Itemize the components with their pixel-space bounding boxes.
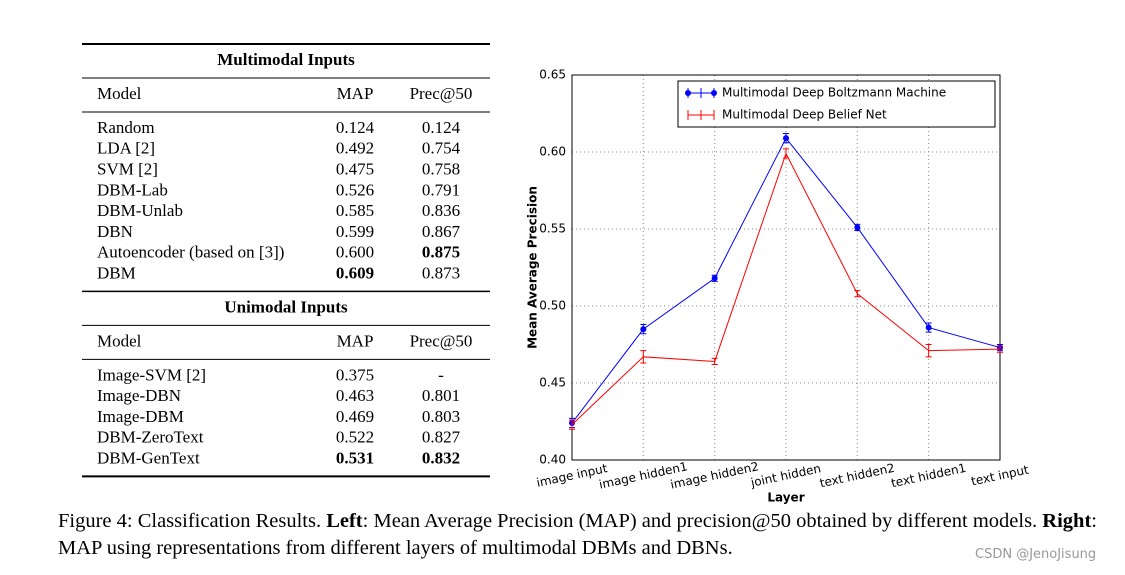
y-tick-label: 0.65 bbox=[539, 68, 566, 82]
y-axis-label: Mean Average Precision bbox=[526, 186, 540, 349]
table-cell: 0.492 bbox=[336, 139, 374, 158]
table-cell: DBN bbox=[97, 222, 133, 241]
table-cell: 0.585 bbox=[336, 201, 374, 220]
table-cell: - bbox=[438, 365, 444, 384]
table-cell: 0.463 bbox=[336, 386, 374, 405]
column-header: Model bbox=[97, 84, 142, 103]
legend-label: Multimodal Deep Belief Net bbox=[722, 108, 887, 122]
table-cell: DBM-GenText bbox=[97, 449, 200, 468]
table-cell: DBM-ZeroText bbox=[97, 428, 204, 447]
series-line bbox=[571, 137, 1001, 424]
legend-label: Multimodal Deep Boltzmann Machine bbox=[722, 86, 946, 100]
point bbox=[640, 326, 647, 333]
point bbox=[711, 275, 718, 282]
error-bar bbox=[997, 345, 1003, 353]
point bbox=[783, 135, 789, 142]
section-title: Unimodal Inputs bbox=[224, 297, 348, 316]
table-cell: 0.875 bbox=[422, 243, 460, 262]
table-cell: SVM [2] bbox=[97, 160, 158, 179]
legend-box bbox=[677, 80, 996, 128]
error-bar bbox=[854, 290, 861, 298]
watermark: CSDN @JenoJisung bbox=[975, 547, 1097, 562]
table-cell: 0.600 bbox=[336, 243, 374, 262]
x-tick-label: text hidden1 bbox=[890, 461, 968, 491]
x-tick-label: text input bbox=[970, 463, 1030, 489]
table-cell: 0.375 bbox=[336, 365, 374, 384]
table-cell: 0.469 bbox=[336, 407, 374, 426]
caption: Figure 4: Classification Results. Left: … bbox=[58, 508, 1098, 562]
legend-marker bbox=[711, 90, 717, 96]
table-cell: 0.803 bbox=[422, 407, 460, 426]
column-header: Prec@50 bbox=[410, 331, 473, 350]
column-header: MAP bbox=[337, 331, 374, 350]
point bbox=[854, 224, 861, 231]
table-cell: 0.827 bbox=[422, 428, 461, 447]
table-cell: 0.124 bbox=[336, 118, 375, 137]
x-tick-label: joint hidden bbox=[749, 461, 823, 490]
point bbox=[925, 324, 932, 331]
table-cell: Image-DBM bbox=[97, 407, 184, 426]
table-cell: 0.526 bbox=[336, 180, 374, 199]
y-tick-label: 0.40 bbox=[539, 453, 566, 467]
error-bar bbox=[925, 344, 932, 358]
error-bar bbox=[569, 419, 575, 430]
caption-part: : MAP using representations from differe… bbox=[58, 510, 1097, 559]
error-bar bbox=[640, 350, 647, 364]
caption-part: Figure 4: Classification Results. bbox=[58, 510, 327, 532]
table-cell: 0.475 bbox=[336, 160, 374, 179]
column-header: Model bbox=[97, 331, 142, 350]
table-cell: 0.867 bbox=[422, 222, 461, 241]
error-bar bbox=[783, 148, 789, 159]
column-header: MAP bbox=[337, 84, 374, 103]
table-cell: 0.599 bbox=[336, 222, 374, 241]
table-cell: DBM bbox=[97, 264, 136, 283]
table-cell: Autoencoder (based on [3]) bbox=[97, 243, 284, 262]
table-cell: DBM-Unlab bbox=[97, 201, 183, 220]
table-cell: 0.791 bbox=[422, 180, 460, 199]
section-title: Multimodal Inputs bbox=[217, 50, 355, 69]
table-cell: 0.758 bbox=[422, 160, 460, 179]
table-cell: Random bbox=[97, 118, 155, 137]
caption-part: Right bbox=[1042, 510, 1092, 532]
table-cell: Image-SVM [2] bbox=[97, 365, 206, 384]
table-cell: LDA [2] bbox=[97, 139, 155, 158]
caption-part: Left bbox=[326, 510, 363, 532]
error-bar bbox=[711, 357, 718, 366]
table-cell: 0.832 bbox=[422, 449, 460, 468]
table-cell: 0.609 bbox=[336, 264, 374, 283]
legend-marker bbox=[685, 90, 691, 96]
table-cell: 0.801 bbox=[422, 386, 460, 405]
plot-frame bbox=[571, 74, 1001, 461]
table-cell: 0.124 bbox=[422, 118, 461, 137]
y-tick-label: 0.50 bbox=[539, 299, 566, 313]
x-axis-label: Layer bbox=[767, 491, 804, 505]
y-tick-label: 0.60 bbox=[539, 145, 566, 159]
legend-errorbar bbox=[687, 110, 715, 120]
table-cell: 0.522 bbox=[336, 428, 374, 447]
x-tick-label: text hidden2 bbox=[818, 461, 896, 491]
table-cell: 0.754 bbox=[422, 139, 461, 158]
table-cell: 0.836 bbox=[422, 201, 460, 220]
table-cell: 0.531 bbox=[336, 449, 374, 468]
y-tick-label: 0.55 bbox=[539, 222, 566, 236]
table-cell: DBM-Lab bbox=[97, 180, 168, 199]
table-cell: Image-DBN bbox=[97, 386, 181, 405]
caption-part: : Mean Average Precision (MAP) and preci… bbox=[362, 510, 1043, 532]
column-header: Prec@50 bbox=[410, 84, 473, 103]
table-cell: 0.873 bbox=[422, 264, 460, 283]
y-tick-label: 0.45 bbox=[539, 376, 566, 390]
